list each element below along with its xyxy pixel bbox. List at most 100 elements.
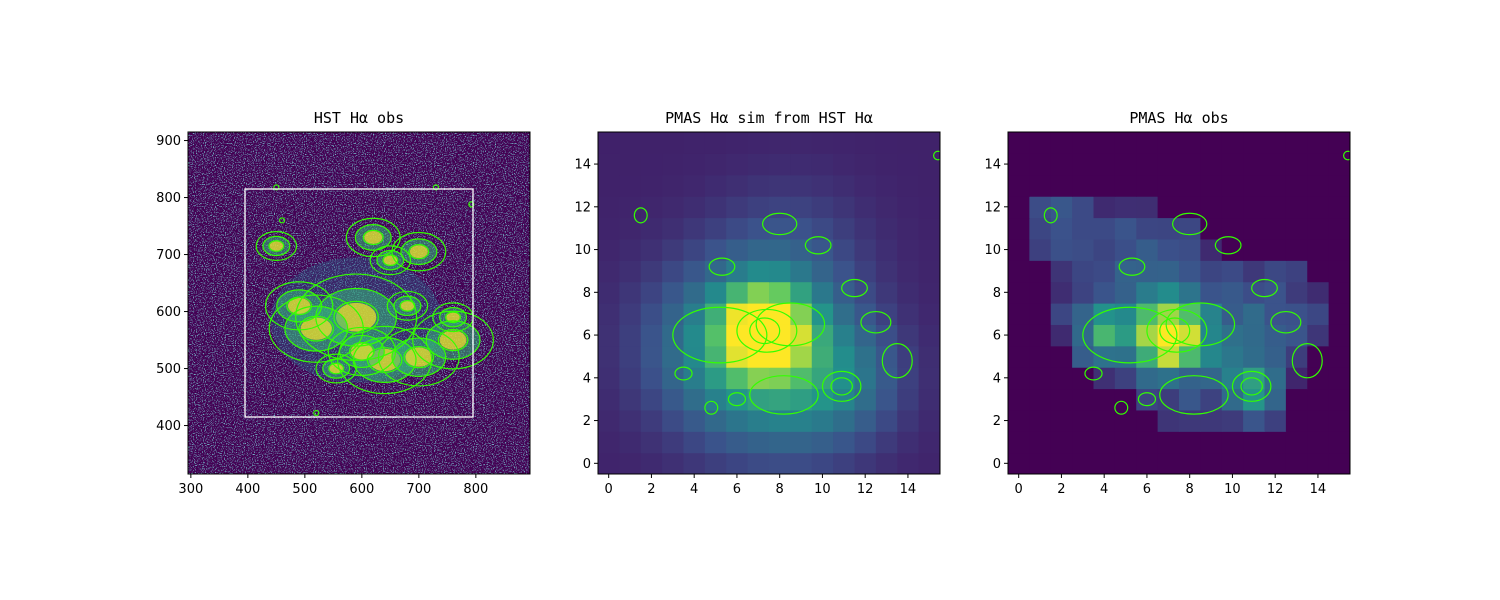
contour-line — [386, 290, 429, 321]
pixel-cell — [704, 409, 727, 432]
pixel-cell — [1221, 217, 1244, 240]
pixel-cell — [1157, 345, 1180, 368]
pixel-cell — [1114, 409, 1137, 432]
pixel-cell — [897, 452, 920, 474]
pixel-cell — [918, 324, 940, 347]
pixel-cell — [1157, 153, 1180, 176]
pixel-cell — [1157, 431, 1180, 454]
pixel-cell — [1093, 196, 1116, 219]
pixel-cell — [726, 431, 749, 454]
pixel-cell — [897, 217, 920, 240]
pixel-cell — [1200, 217, 1223, 240]
contour-line — [1270, 310, 1302, 334]
pixel-cell — [1264, 217, 1287, 240]
contour-line — [354, 224, 392, 251]
pixel-cell — [918, 132, 940, 154]
pixel-cell — [640, 132, 663, 154]
pixel-cell — [662, 452, 685, 474]
y-tick-label: 6 — [993, 329, 1001, 344]
pixel-cell — [1072, 452, 1095, 474]
pixel-cell — [1264, 452, 1287, 474]
pixel-cell — [1307, 153, 1330, 176]
pixel-cell — [1179, 217, 1201, 240]
pixel-cell — [1093, 452, 1116, 474]
pixel-cell — [811, 367, 834, 390]
pixel-cell — [683, 132, 706, 154]
contour-line — [821, 370, 862, 402]
pixel-cell — [662, 367, 685, 390]
pixel-cell — [875, 217, 898, 240]
pixel-cell — [1029, 174, 1052, 197]
pixel-cell — [619, 409, 642, 432]
pixel-cell — [662, 260, 685, 283]
pixel-cell — [1029, 388, 1052, 411]
pixel-cell — [1307, 452, 1330, 474]
pixel-cell — [875, 174, 898, 197]
y-tick-label: 800 — [156, 191, 181, 206]
pixel-cell — [1136, 217, 1159, 240]
pixel-cell — [1243, 196, 1266, 219]
contour-line — [286, 296, 313, 316]
pixel-cell — [1221, 367, 1244, 390]
pixel-cell — [1114, 324, 1137, 347]
axes-frame — [187, 131, 531, 475]
pixel-cell — [1072, 196, 1095, 219]
contour-line — [468, 201, 475, 208]
pixel-cell — [897, 345, 920, 368]
pixel-cell — [640, 196, 663, 219]
y-tick-label: 400 — [156, 419, 181, 434]
pixel-cell — [1136, 409, 1159, 432]
pixel-cell — [747, 281, 770, 304]
y-tick-label: 0 — [583, 457, 591, 472]
contour-line — [315, 353, 357, 384]
pixel-cell — [683, 324, 706, 347]
pixel-cell — [1136, 452, 1159, 474]
contour-line — [403, 345, 435, 369]
pixel-cell — [1221, 153, 1244, 176]
pixel-cell — [704, 388, 727, 411]
pixel-cell — [1264, 409, 1287, 432]
contour-line — [391, 337, 447, 377]
pixel-cell — [598, 238, 620, 261]
pixel-cell — [1136, 281, 1159, 304]
pixel-cell — [769, 345, 791, 368]
panel-pmas-obs: PMAS Hα obs 0 2 4 6 8 10 12 14 0 2 4 6 8 10 12 14 — [984, 109, 1351, 497]
emission-core — [439, 330, 467, 350]
pixel-cell — [854, 409, 877, 432]
pixel-cell — [1029, 324, 1052, 347]
pixel-cell — [1307, 217, 1330, 240]
pixel-cell — [662, 431, 685, 454]
pixel-cell — [811, 452, 834, 474]
pixel-cell — [726, 217, 749, 240]
pixel-cell — [1072, 388, 1095, 411]
pixel-cell — [1328, 303, 1350, 325]
pixel-cell — [833, 303, 856, 325]
pixel-cell — [640, 217, 663, 240]
pixel-cell — [1029, 281, 1052, 304]
contour-line — [1251, 278, 1278, 298]
pixel-cell — [726, 260, 749, 283]
contour-lines — [633, 150, 940, 415]
contour-line — [327, 326, 397, 377]
pixel-cell — [726, 367, 749, 390]
pixel-cell — [1029, 303, 1052, 325]
x-tick-label: 6 — [733, 482, 741, 497]
pixel-cell — [1328, 238, 1350, 261]
pixel-cell — [1008, 431, 1030, 454]
pixel-cell — [1072, 174, 1095, 197]
pixel-cell — [619, 324, 642, 347]
pixel-cell — [833, 238, 856, 261]
pixel-cell — [1157, 452, 1180, 474]
pixel-cell — [1136, 174, 1159, 197]
pixel-cell — [1200, 132, 1223, 154]
pixel-cell — [1114, 174, 1137, 197]
pixel-cell — [1264, 431, 1287, 454]
pixel-cell — [897, 409, 920, 432]
contour-lines — [255, 184, 494, 417]
pixel-cell — [918, 345, 940, 368]
pixel-cell — [833, 324, 856, 347]
pixel-cell — [1136, 260, 1159, 283]
pixel-cell — [640, 238, 663, 261]
pixel-cell — [897, 281, 920, 304]
pixel-cell — [1221, 452, 1244, 474]
